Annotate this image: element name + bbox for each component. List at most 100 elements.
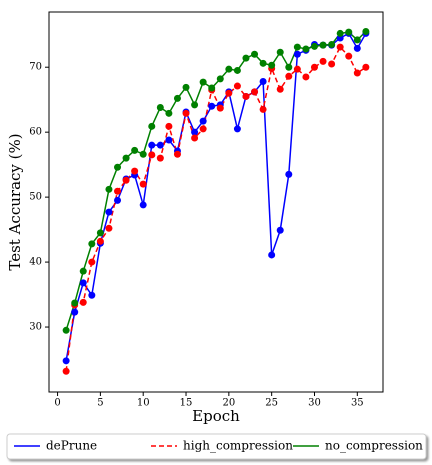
data-point bbox=[276, 85, 284, 93]
data-point bbox=[156, 103, 164, 111]
data-point bbox=[259, 105, 267, 113]
data-point bbox=[71, 308, 79, 316]
data-point bbox=[199, 117, 207, 125]
data-point bbox=[191, 134, 199, 142]
data-point bbox=[251, 88, 259, 96]
data-point bbox=[96, 237, 104, 245]
data-point bbox=[165, 122, 173, 130]
data-point bbox=[362, 63, 370, 71]
data-point bbox=[242, 54, 250, 62]
data-point bbox=[105, 224, 113, 232]
data-point bbox=[199, 78, 207, 86]
data-point bbox=[79, 298, 87, 306]
x-axis-label: Epoch bbox=[192, 407, 240, 425]
data-point bbox=[122, 154, 130, 162]
data-point bbox=[156, 141, 164, 149]
data-point bbox=[225, 89, 233, 97]
data-point bbox=[310, 42, 318, 50]
data-point bbox=[353, 69, 361, 77]
data-point bbox=[88, 240, 96, 248]
data-point bbox=[62, 326, 70, 334]
data-point bbox=[302, 73, 310, 81]
data-point bbox=[62, 367, 70, 375]
data-point bbox=[191, 128, 199, 136]
data-point bbox=[173, 94, 181, 102]
data-point bbox=[71, 299, 79, 307]
data-point bbox=[139, 180, 147, 188]
data-point bbox=[105, 208, 113, 216]
data-point bbox=[88, 258, 96, 266]
x-tick-label: 35 bbox=[351, 398, 364, 409]
data-point bbox=[251, 50, 259, 58]
data-point bbox=[328, 60, 336, 68]
data-point bbox=[79, 279, 87, 287]
y-tick-label: 50 bbox=[29, 192, 42, 203]
data-point bbox=[88, 291, 96, 299]
data-point bbox=[233, 66, 241, 74]
data-point bbox=[114, 187, 122, 195]
data-point bbox=[285, 63, 293, 71]
data-point bbox=[165, 136, 173, 144]
data-point bbox=[319, 57, 327, 65]
data-point bbox=[216, 75, 224, 83]
x-tick-label: 0 bbox=[54, 398, 60, 409]
data-point bbox=[216, 104, 224, 112]
data-point bbox=[293, 65, 301, 73]
data-point bbox=[259, 78, 267, 86]
data-point bbox=[208, 102, 216, 110]
data-point bbox=[353, 44, 361, 52]
legend-label: no_compression bbox=[325, 439, 423, 453]
x-tick-label: 30 bbox=[308, 398, 321, 409]
plot-frame bbox=[48, 11, 384, 393]
data-point bbox=[233, 82, 241, 90]
data-point bbox=[139, 201, 147, 209]
data-point bbox=[122, 176, 130, 184]
data-point bbox=[165, 109, 173, 117]
data-point bbox=[293, 43, 301, 51]
data-point bbox=[345, 52, 353, 60]
x-tick-label: 10 bbox=[137, 398, 150, 409]
legend-label: dePrune bbox=[46, 439, 97, 453]
y-tick-label: 30 bbox=[29, 322, 42, 333]
data-point bbox=[199, 125, 207, 133]
data-point bbox=[208, 84, 216, 92]
data-point bbox=[336, 29, 344, 37]
y-tick-label: 70 bbox=[29, 62, 42, 73]
x-tick-label: 5 bbox=[97, 398, 103, 409]
data-point bbox=[173, 150, 181, 158]
data-point bbox=[156, 154, 164, 162]
data-point bbox=[105, 185, 113, 193]
data-point bbox=[353, 36, 361, 44]
data-point bbox=[233, 125, 241, 133]
data-point bbox=[131, 146, 139, 154]
data-point bbox=[96, 229, 104, 237]
legend bbox=[6, 433, 427, 460]
data-point bbox=[148, 151, 156, 159]
y-tick-label: 60 bbox=[29, 127, 42, 138]
data-point bbox=[310, 63, 318, 71]
data-point bbox=[362, 27, 370, 35]
y-tick-label: 40 bbox=[29, 257, 42, 268]
data-point bbox=[242, 92, 250, 100]
data-point bbox=[148, 141, 156, 149]
data-point bbox=[328, 40, 336, 48]
data-point bbox=[276, 48, 284, 56]
data-point bbox=[302, 45, 310, 53]
data-point bbox=[114, 163, 122, 171]
y-axis-label: Test Accuracy (%) bbox=[6, 133, 24, 270]
data-point bbox=[268, 251, 276, 259]
data-point bbox=[225, 65, 233, 73]
x-tick-label: 20 bbox=[222, 398, 235, 409]
data-point bbox=[345, 28, 353, 36]
data-point bbox=[79, 267, 87, 275]
data-point bbox=[131, 167, 139, 175]
legend-label: high_compression bbox=[183, 439, 293, 453]
data-point bbox=[148, 122, 156, 130]
data-point bbox=[182, 109, 190, 117]
data-point bbox=[285, 72, 293, 80]
data-point bbox=[336, 43, 344, 51]
data-point bbox=[259, 59, 267, 67]
data-point bbox=[268, 61, 276, 69]
data-point bbox=[285, 170, 293, 178]
